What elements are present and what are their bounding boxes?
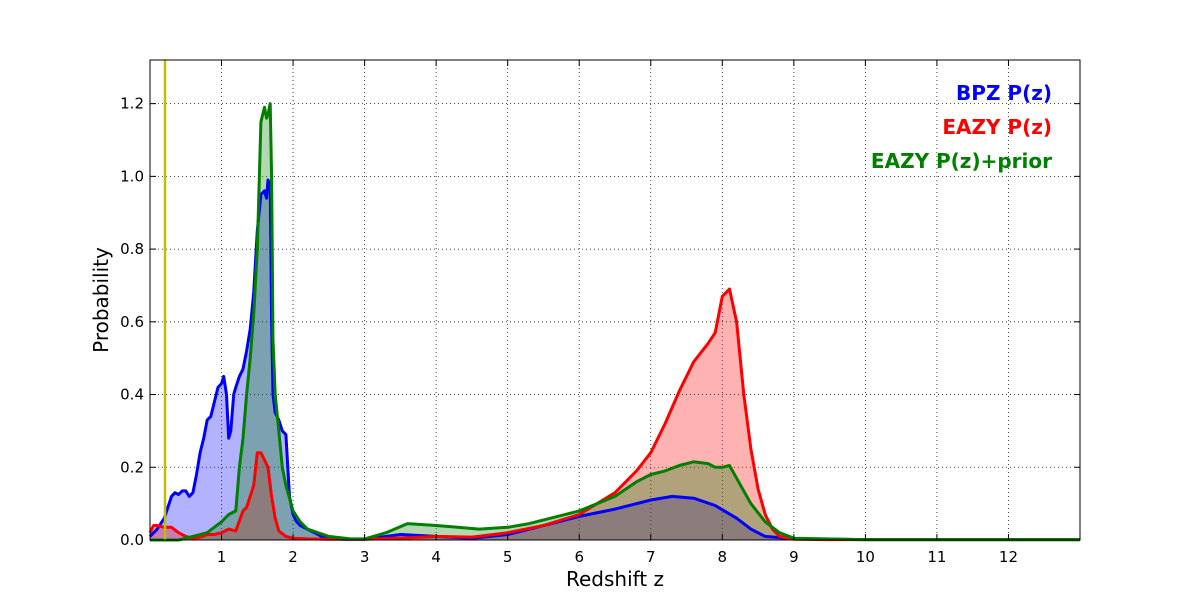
y-tick-label: 1.2	[120, 95, 144, 113]
x-tick-label: 1	[217, 548, 227, 566]
x-tick-label: 4	[431, 548, 441, 566]
plot-frame	[149, 59, 1081, 541]
x-tick-label: 7	[646, 548, 656, 566]
y-axis-title: Probability	[89, 247, 113, 353]
y-tick-label: 0.2	[120, 458, 144, 476]
x-axis-title: Redshift z	[566, 567, 664, 591]
x-tick-label: 9	[789, 548, 799, 566]
legend-entry-eazy-p-z-prior: EAZY P(z)+prior	[871, 149, 1052, 173]
grid	[150, 60, 1080, 541]
eazy-p-z-prior-area	[150, 103, 1080, 540]
y-tick-label: 0.8	[120, 240, 144, 258]
bpz-p-z-area	[150, 180, 1080, 540]
x-tick-label: 5	[503, 548, 513, 566]
x-tick-label: 10	[856, 548, 875, 566]
y-tick-label: 0.0	[120, 531, 144, 549]
x-tick-label: 8	[718, 548, 728, 566]
eazy-p-z-prior-line	[150, 102, 1080, 542]
x-tick-label: 6	[574, 548, 584, 566]
x-tick-label: 2	[288, 548, 298, 566]
x-tick-label: 3	[360, 548, 370, 566]
legend-entry-eazy-p-z: EAZY P(z)	[942, 115, 1052, 139]
legend: BPZ P(z) EAZY P(z) EAZY P(z)+prior	[871, 81, 1052, 173]
ticks: 1 2 3 4 5 6 7 8 9 10 11 120.00.20.40.60.81.01.2	[120, 60, 1080, 566]
y-tick-label: 0.6	[120, 313, 144, 331]
y-tick-label: 1.0	[120, 167, 144, 185]
x-tick-label: 11	[927, 548, 946, 566]
y-tick-label: 0.4	[120, 386, 144, 404]
x-tick-label: 12	[999, 548, 1018, 566]
legend-entry-bpz-p-z: BPZ P(z)	[956, 81, 1052, 105]
